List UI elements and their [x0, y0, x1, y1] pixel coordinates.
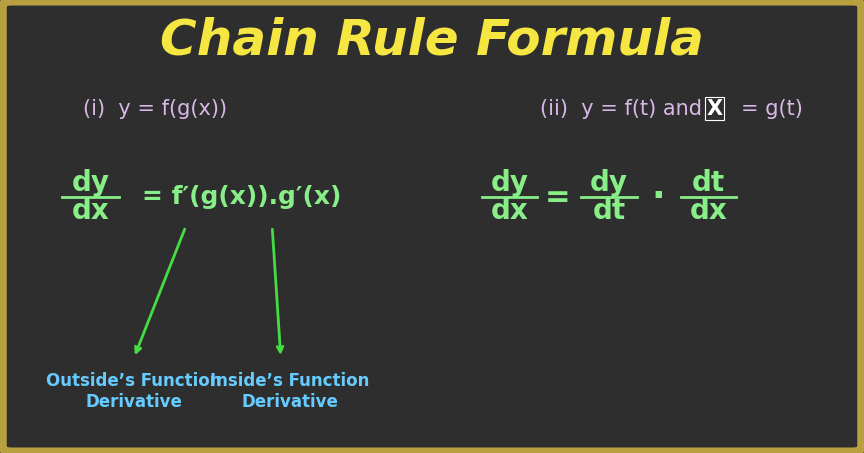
Text: = g(t): = g(t)	[741, 99, 804, 119]
FancyBboxPatch shape	[3, 1, 861, 452]
Text: dt: dt	[593, 197, 626, 225]
Text: Chain Rule Formula: Chain Rule Formula	[160, 17, 704, 65]
Text: dy: dy	[491, 169, 529, 198]
Text: dy: dy	[72, 169, 110, 198]
Text: dt: dt	[692, 169, 725, 198]
Text: dx: dx	[491, 197, 529, 225]
Text: Inside’s Function
Derivative: Inside’s Function Derivative	[210, 372, 369, 411]
Text: (i)  y = f(g(x)): (i) y = f(g(x))	[84, 99, 227, 119]
Text: dy: dy	[590, 169, 628, 198]
Text: dx: dx	[72, 197, 110, 225]
Text: X: X	[707, 99, 722, 119]
Text: = f′(g(x)).g′(x): = f′(g(x)).g′(x)	[143, 185, 341, 209]
Text: (ii)  y = f(t) and: (ii) y = f(t) and	[540, 99, 715, 119]
Text: Outside’s Function
Derivative: Outside’s Function Derivative	[46, 372, 222, 411]
Text: dx: dx	[689, 197, 727, 225]
Text: =: =	[544, 183, 570, 212]
Text: ·: ·	[651, 180, 665, 214]
